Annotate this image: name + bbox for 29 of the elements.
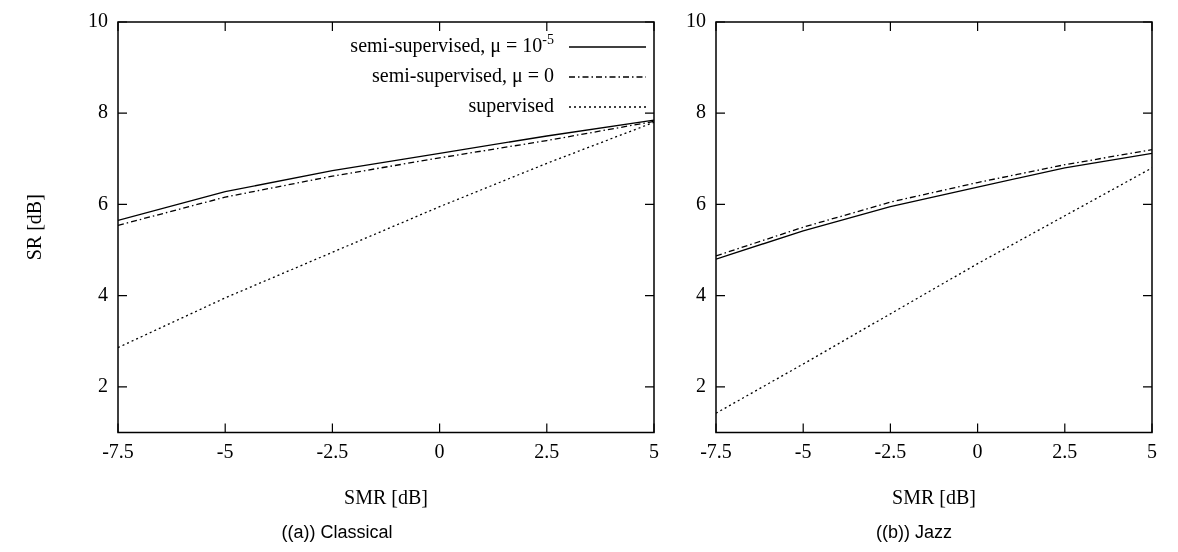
x-tick-label: 0 xyxy=(972,439,983,462)
x-tick-label: -5 xyxy=(216,439,234,462)
x-tick-label: -7.5 xyxy=(102,439,134,462)
y-axis-title: SR [dB] xyxy=(23,194,46,261)
x-tick-label: 2.5 xyxy=(1052,439,1078,462)
x-tick-label: 5 xyxy=(649,439,659,462)
y-tick-label: 6 xyxy=(98,191,108,214)
y-tick-label: 6 xyxy=(696,191,706,214)
x-tick-label: -2.5 xyxy=(874,439,907,462)
y-tick-label: 2 xyxy=(98,374,108,397)
x-tick-label: -2.5 xyxy=(316,439,349,462)
x-tick-label: -5 xyxy=(794,439,812,462)
y-tick-label: 4 xyxy=(696,282,706,305)
y-tick-label: 4 xyxy=(98,282,108,305)
legend-label: semi-supervised, μ = 0 xyxy=(372,64,555,88)
x-axis-title: SMR [dB] xyxy=(892,485,976,508)
y-tick-label: 8 xyxy=(696,100,706,123)
y-tick-label: 2 xyxy=(696,374,706,397)
x-axis-title: SMR [dB] xyxy=(344,485,428,508)
legend-label: supervised xyxy=(468,94,555,118)
y-tick-label: 10 xyxy=(88,9,108,32)
x-tick-label: 2.5 xyxy=(534,439,560,462)
y-tick-label: 10 xyxy=(686,9,706,32)
text: ((a)) Classical xyxy=(281,522,393,543)
text: ((b)) Jazz xyxy=(876,522,952,543)
x-tick-label: 0 xyxy=(434,439,445,462)
y-tick-label: 8 xyxy=(98,100,108,123)
x-tick-label: 5 xyxy=(1147,439,1157,462)
x-tick-label: -7.5 xyxy=(700,439,732,462)
